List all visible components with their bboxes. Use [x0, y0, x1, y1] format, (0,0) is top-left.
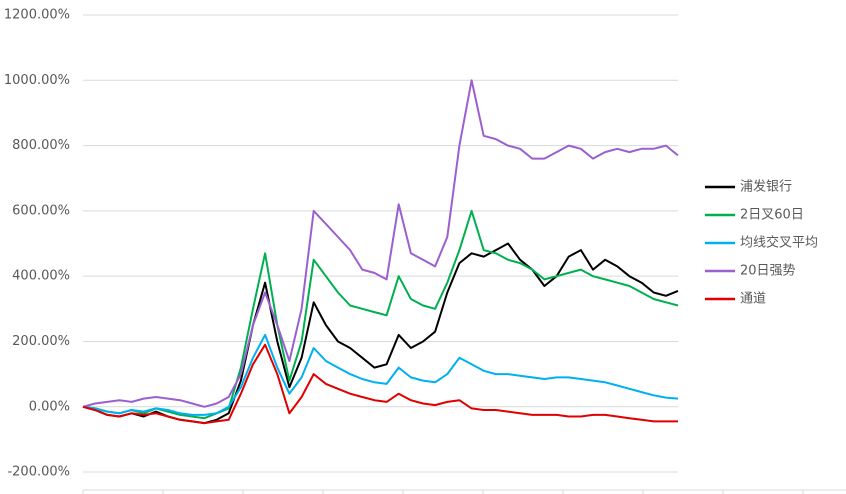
series-line: [82, 242, 679, 425]
y-tick-label: -200.00%: [7, 465, 70, 480]
y-tick-label: 600.00%: [12, 203, 70, 218]
series-line: [82, 343, 678, 425]
legend-label: 2日叉60日: [740, 208, 804, 223]
y-tick-label: 200.00%: [12, 334, 70, 349]
series-line: [82, 209, 679, 420]
legend-label: 均线交叉平均: [740, 235, 818, 251]
y-tick-label: 1200.00%: [4, 8, 70, 23]
legend-label: 通道: [740, 292, 766, 307]
y-tick-label: 800.00%: [12, 138, 70, 153]
y-tick-label: 0.00%: [29, 399, 70, 414]
y-tick-label: 400.00%: [12, 269, 70, 284]
series-line: [82, 333, 679, 416]
legend-label: 20日强势: [740, 263, 796, 279]
series-line: [82, 79, 679, 408]
y-tick-label: 1000.00%: [4, 73, 70, 88]
legend-label: 浦发银行: [740, 179, 792, 195]
